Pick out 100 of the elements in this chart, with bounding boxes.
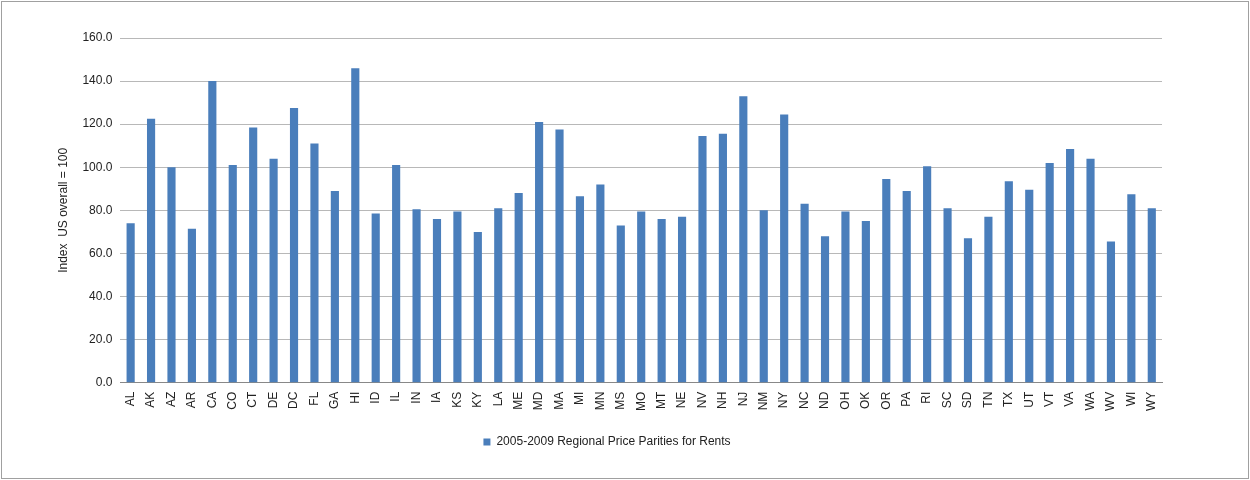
- x-tick-label: NE: [674, 391, 689, 409]
- x-tick-label: WI: [1123, 391, 1138, 407]
- bar: [1147, 208, 1156, 383]
- x-tick-label: OK: [858, 391, 873, 410]
- bar: [575, 196, 585, 383]
- x-tick-label: ME: [510, 391, 525, 410]
- bar: [432, 218, 442, 383]
- y-tick-label: 160.0: [82, 30, 113, 45]
- x-tick-label: WY: [1144, 391, 1159, 412]
- x-tick-label: MI: [572, 391, 587, 406]
- bar: [861, 221, 870, 383]
- bar: [677, 216, 687, 383]
- y-tick-label: 100.0: [82, 159, 113, 174]
- bar: [351, 68, 360, 383]
- x-tick-label: ND: [817, 391, 832, 410]
- x-tick-label: PA: [899, 391, 914, 407]
- x-tick-label: SD: [960, 391, 975, 409]
- bar: [1086, 158, 1095, 383]
- x-tick-label: NJ: [735, 391, 750, 407]
- bar: [759, 210, 768, 383]
- bar: [453, 211, 462, 383]
- x-tick-label: UT: [1021, 391, 1036, 408]
- bar: [371, 213, 380, 383]
- bar: [1106, 241, 1116, 383]
- bar: [637, 211, 646, 383]
- x-tick-label: TX: [1001, 391, 1016, 408]
- bar: [249, 127, 258, 383]
- x-tick-label: CA: [204, 391, 219, 409]
- x-tick-label: MN: [592, 391, 607, 411]
- bar: [167, 167, 176, 383]
- bar: [739, 96, 748, 383]
- bar: [269, 158, 278, 383]
- y-tick-label: 140.0: [82, 73, 113, 88]
- x-tick-label: SC: [939, 391, 954, 409]
- x-tick-label: HI: [347, 391, 362, 404]
- x-tick-label: DC: [286, 391, 301, 410]
- x-tick-label: VA: [1062, 391, 1077, 407]
- x-tick-label: DE: [265, 391, 280, 409]
- x-tick-label: MA: [551, 391, 566, 410]
- x-tick-label: CT: [245, 391, 260, 408]
- bar: [208, 81, 217, 383]
- x-tick-label: CO: [225, 391, 240, 410]
- x-tick-label: NC: [796, 391, 811, 410]
- x-tick-label: NM: [756, 391, 771, 411]
- x-tick-label: MO: [633, 391, 648, 412]
- y-tick-label: 40.0: [89, 288, 113, 303]
- x-tick-label: KS: [449, 391, 464, 408]
- x-tick-label: TN: [980, 391, 995, 408]
- bar: [330, 190, 339, 383]
- bar: [596, 184, 605, 383]
- x-tick-label: NY: [776, 391, 791, 409]
- x-tick-label: GA: [327, 391, 342, 410]
- bar: [1127, 194, 1136, 383]
- bar: [494, 208, 503, 383]
- x-tick-label: AZ: [163, 391, 178, 408]
- bar: [535, 122, 544, 383]
- y-tick-label: 60.0: [89, 245, 113, 260]
- bar: [841, 211, 850, 383]
- bar: [698, 136, 707, 383]
- bar: [800, 203, 809, 383]
- x-tick-label: OR: [878, 391, 893, 410]
- x-tick-label: LA: [490, 391, 505, 407]
- y-axis-title: Index US overall = 100: [55, 147, 70, 273]
- bar: [1025, 189, 1034, 383]
- x-tick-label: MD: [531, 391, 546, 411]
- legend-label: 2005-2009 Regional Price Parities for Rents: [496, 434, 731, 449]
- x-tick-label: NH: [715, 391, 730, 410]
- x-tick-label: AK: [143, 391, 158, 408]
- bar: [392, 165, 401, 383]
- bar: [820, 236, 830, 383]
- bar: [657, 218, 666, 383]
- bar: [473, 231, 482, 383]
- x-tick-label: WV: [1103, 391, 1118, 412]
- bar: [1066, 148, 1075, 383]
- x-tick-label: RI: [919, 391, 934, 404]
- bar: [780, 114, 789, 383]
- bar: [984, 216, 993, 383]
- bar: [718, 133, 727, 383]
- x-tick-label: OH: [837, 391, 852, 410]
- x-tick-label: ID: [368, 391, 383, 404]
- y-tick-label: 120.0: [82, 116, 113, 131]
- x-tick-label: MT: [653, 391, 668, 409]
- y-tick-label: 20.0: [89, 331, 113, 346]
- bar: [228, 165, 237, 383]
- x-tick-label: WA: [1082, 391, 1097, 411]
- bar: [126, 223, 135, 383]
- x-tick-label: FL: [306, 391, 321, 406]
- x-tick-label: IL: [388, 391, 403, 402]
- x-tick-label: MS: [613, 391, 628, 410]
- bar: [187, 228, 196, 383]
- bar: [412, 209, 421, 383]
- bar: [1004, 181, 1013, 383]
- bar: [963, 238, 973, 383]
- bar: [923, 166, 932, 383]
- y-tick-label: 80.0: [89, 202, 113, 217]
- y-tick-label: 0.0: [95, 374, 113, 389]
- x-tick-label: VT: [1041, 391, 1056, 408]
- bar: [146, 118, 156, 383]
- bar: [943, 208, 952, 383]
- bar: [514, 193, 523, 383]
